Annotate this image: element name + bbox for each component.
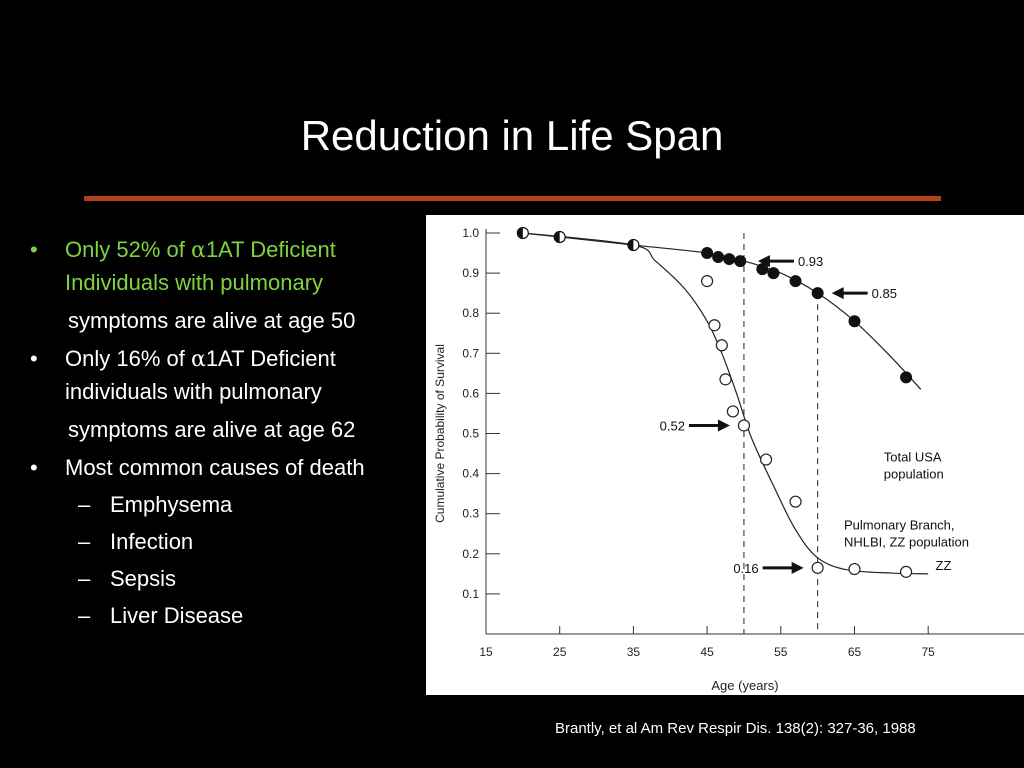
- slide-title: Reduction in Life Span: [300, 112, 724, 159]
- bullet-text: Only 16% of: [65, 346, 191, 371]
- x-tick-label: 35: [627, 645, 641, 659]
- bullet-text: individuals with pulmonary: [65, 379, 322, 404]
- zz-data-point: [789, 495, 802, 508]
- bullet-text: Individuals with pulmonary: [65, 270, 324, 295]
- data-points: [516, 226, 913, 578]
- zz-line: [522, 232, 929, 575]
- bullet-text: Only 52% of: [65, 237, 191, 262]
- bullet-marker: •: [30, 455, 38, 480]
- sub-bullet-text: Emphysema: [110, 492, 233, 517]
- half-fill-mark: [517, 227, 523, 239]
- annotation-label: 0.16: [733, 561, 758, 576]
- y-tick-label: 0.3: [462, 507, 479, 521]
- zz-data-point: [759, 453, 773, 466]
- x-tick-label: 15: [479, 645, 493, 659]
- series-labels: Total USA population Pulmonary Branch, NHLB…: [844, 450, 969, 573]
- y-axis-title: Cumulative Probability of Survival: [433, 344, 447, 523]
- zz-data-point: [726, 405, 739, 418]
- zz-data-point: [708, 319, 721, 332]
- sub-bullet-item: – Sepsis: [30, 563, 430, 600]
- annotation-arrowhead: [757, 255, 770, 268]
- series-label-line: NHLBI, ZZ population: [844, 535, 969, 550]
- x-tick-label: 75: [922, 645, 936, 659]
- zz-data-point: [715, 339, 728, 352]
- series-label-line: Pulmonary Branch,: [844, 518, 955, 533]
- bullet-text: 1AT Deficient: [205, 346, 336, 371]
- dash-marker: –: [78, 492, 91, 517]
- bullet-marker: •: [30, 237, 38, 262]
- usa-data-point: [811, 287, 824, 300]
- annotation-label: 0.93: [798, 254, 823, 269]
- x-tick-label: 25: [553, 645, 567, 659]
- dash-marker: –: [78, 566, 91, 591]
- sub-bullet-text: Liver Disease: [110, 603, 244, 628]
- zz-data-point: [899, 565, 913, 578]
- zz-data-point: [848, 562, 861, 576]
- bullet-continuation: symptoms are alive at age 62: [68, 417, 356, 442]
- sub-bullet-text: Sepsis: [110, 566, 177, 591]
- dashed-guides: [743, 233, 819, 634]
- series-label-line: ZZ: [936, 558, 952, 573]
- survival-chart-panel: 1.0 0.9 0.8 0.7 0.6 0.5 0.4 0.3 0.2 0.1 15 25 35 45 55…: [426, 215, 1024, 695]
- sub-bullet-text: Infection: [110, 529, 194, 554]
- dash-marker: –: [78, 529, 91, 554]
- y-tick-label: 0.7: [462, 346, 479, 360]
- chart-axes: 1.0 0.9 0.8 0.7 0.6 0.5 0.4 0.3 0.2 0.1 15 25 35 45 55…: [433, 226, 1024, 693]
- x-tick-label: 65: [848, 645, 862, 659]
- usa-data-point: [712, 251, 725, 264]
- bullet-list: • Only 52% of α1AT Deficient Individuals…: [30, 234, 430, 637]
- usa-data-point: [789, 275, 802, 288]
- alpha-symbol: α: [190, 238, 206, 263]
- y-tick-label: 1.0: [462, 226, 479, 240]
- x-axis-title: Age (years): [711, 678, 778, 693]
- annotation-label: 0.52: [660, 418, 685, 433]
- bullet-item: • Most common causes of death: [30, 452, 430, 489]
- usa-data-point: [734, 255, 747, 268]
- zz-data-point: [700, 275, 714, 288]
- series-label-line: population: [884, 467, 944, 482]
- annotation-arrowhead: [791, 561, 804, 574]
- usa-data-point: [723, 253, 736, 266]
- usa-data-point: [900, 371, 913, 384]
- citation: Brantly, et al Am Rev Respir Dis. 138(2)…: [555, 720, 916, 737]
- x-tick-label: 45: [700, 645, 714, 659]
- bullet-marker: •: [30, 346, 38, 371]
- annotation-label: 0.85: [872, 286, 897, 301]
- sub-bullet-item: – Infection: [30, 526, 430, 563]
- y-tick-label: 0.2: [462, 547, 479, 561]
- usa-data-point: [848, 315, 861, 328]
- bullet-item: • Only 52% of α1AT Deficient Individuals…: [30, 234, 430, 299]
- y-tick-label: 0.5: [462, 427, 479, 441]
- y-tick-label: 0.4: [462, 467, 479, 481]
- bullet-text: Most common causes of death: [65, 455, 365, 480]
- x-tick-label: 55: [774, 645, 788, 659]
- annotation-arrowhead: [717, 419, 730, 432]
- y-tick-label: 0.9: [462, 266, 479, 280]
- bullet-continuation: symptoms are alive at age 50: [68, 308, 356, 333]
- annotation-arrowhead: [831, 287, 844, 300]
- zz-data-point: [737, 419, 751, 432]
- y-tick-label: 0.8: [462, 306, 479, 320]
- zz-data-point: [811, 561, 824, 574]
- alpha-symbol: α: [190, 347, 206, 372]
- usa-data-point: [767, 267, 780, 280]
- bullet-text: 1AT Deficient: [205, 237, 336, 262]
- usa-data-point: [756, 263, 769, 276]
- half-fill-mark: [627, 239, 634, 251]
- series-label-line: Total USA: [884, 450, 942, 465]
- sub-bullet-item: – Liver Disease: [30, 600, 430, 637]
- title-divider: [84, 196, 941, 201]
- y-tick-label: 0.6: [462, 386, 479, 400]
- sub-bullet-item: – Emphysema: [30, 489, 430, 526]
- zz-data-point: [719, 373, 732, 386]
- survival-chart: 1.0 0.9 0.8 0.7 0.6 0.5 0.4 0.3 0.2 0.1 15 25 35 45 55…: [433, 226, 1024, 693]
- dash-marker: –: [78, 603, 91, 628]
- annotations: 0.93 0.85 0.52 0.16: [660, 254, 897, 576]
- half-fill-mark: [554, 231, 560, 243]
- bullet-item: • Only 16% of α1AT Deficient individuals…: [30, 343, 430, 408]
- usa-data-point: [701, 247, 714, 260]
- y-tick-label: 0.1: [462, 587, 479, 601]
